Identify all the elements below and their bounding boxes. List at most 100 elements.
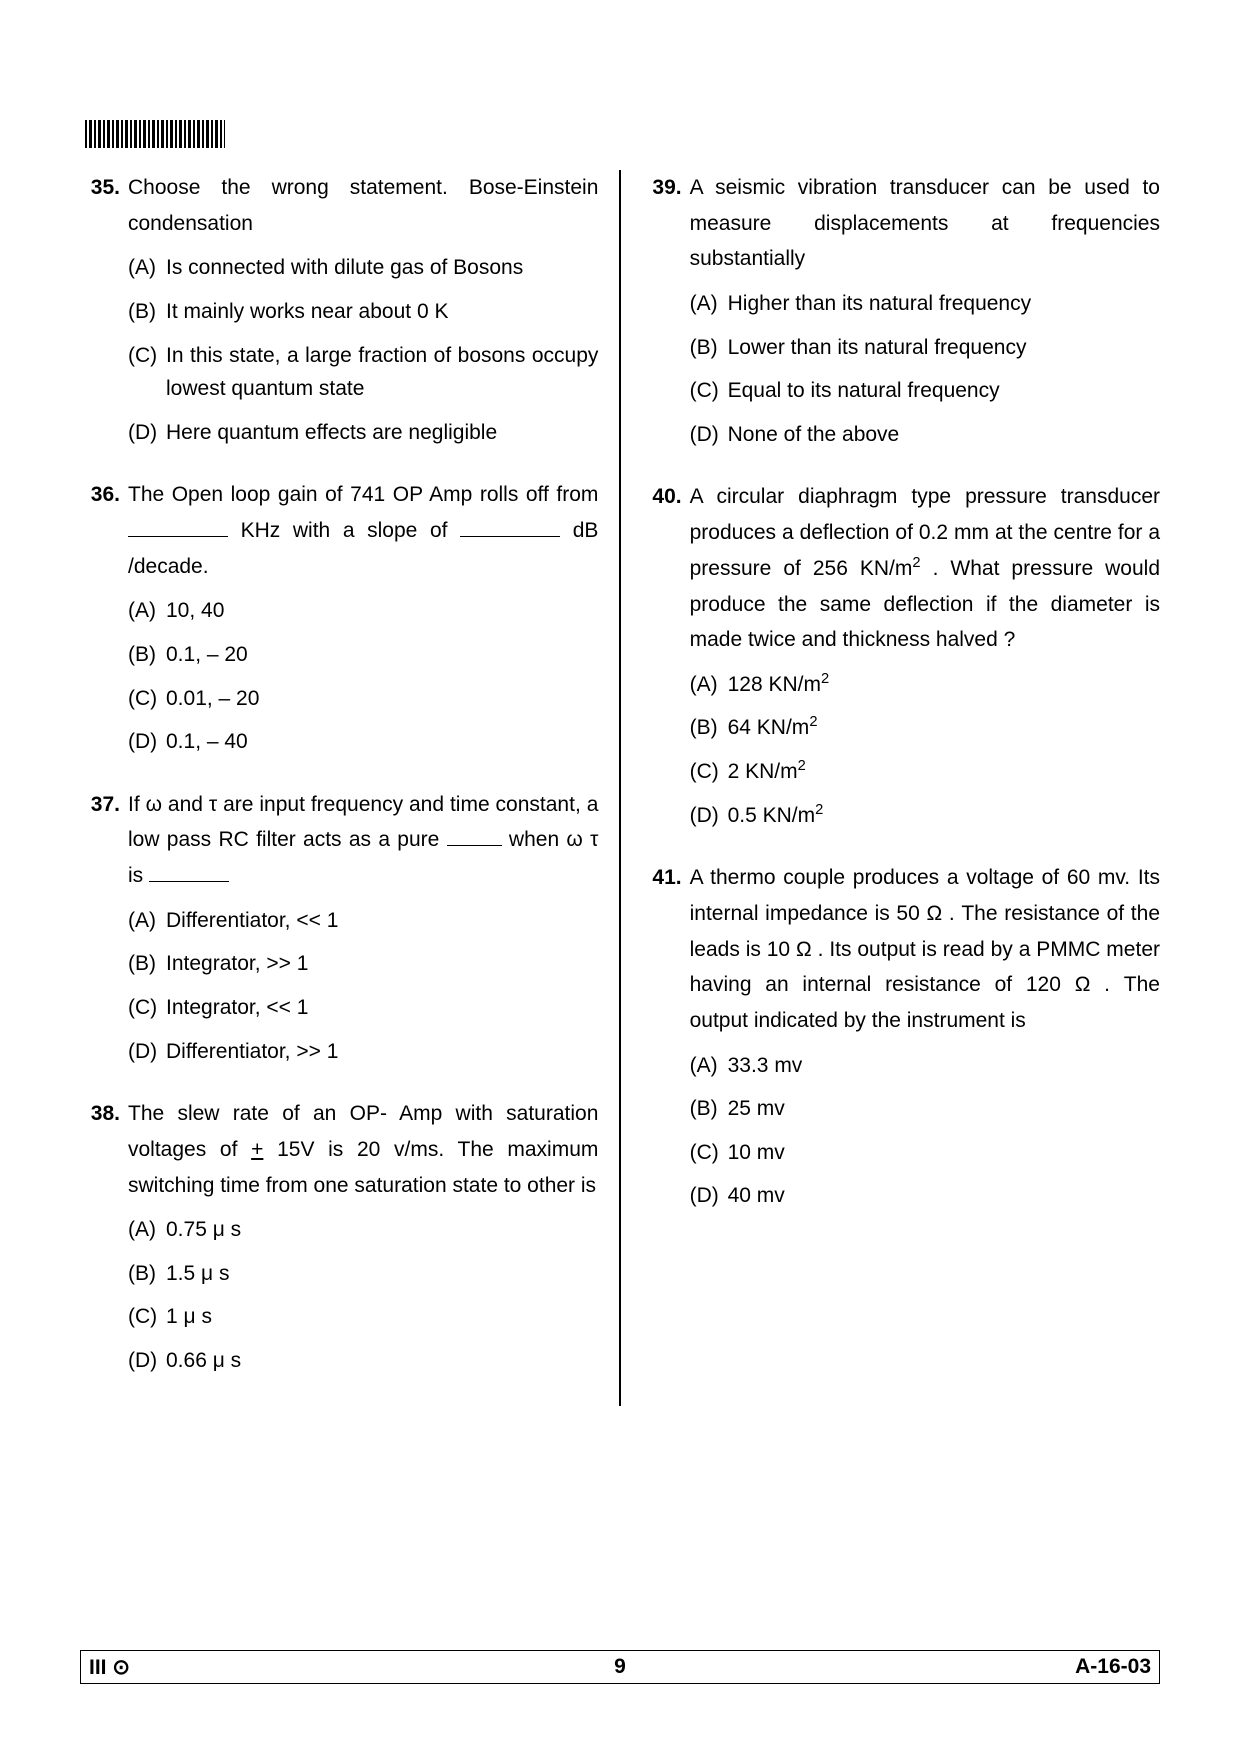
option: (A)Is connected with dilute gas of Boson… — [128, 251, 598, 285]
option: (B)Integrator, >> 1 — [128, 947, 598, 981]
options-list: (A)Higher than its natural frequency(B)L… — [690, 287, 1160, 451]
option-text: 64 KN/m2 — [728, 711, 1160, 745]
option: (B)Lower than its natural frequency — [690, 331, 1160, 365]
option: (A)33.3 mv — [690, 1049, 1160, 1083]
option-text: 1 μ s — [166, 1300, 598, 1334]
option-label: (A) — [128, 594, 166, 628]
option: (A)Higher than its natural frequency — [690, 287, 1160, 321]
option: (B)It mainly works near about 0 K — [128, 295, 598, 329]
option: (D)Differentiator, >> 1 — [128, 1035, 598, 1069]
option: (A)10, 40 — [128, 594, 598, 628]
option-label: (B) — [690, 711, 728, 745]
option-text: 1.5 μ s — [166, 1257, 598, 1291]
option: (C)10 mv — [690, 1136, 1160, 1170]
option-text: In this state, a large fraction of boson… — [166, 339, 598, 406]
question-text: Choose the wrong statement. Bose-Einstei… — [128, 170, 598, 241]
option-text: Higher than its natural frequency — [728, 287, 1160, 321]
option-label: (C) — [128, 339, 166, 406]
option: (D)Here quantum effects are negligible — [128, 416, 598, 450]
option-label: (A) — [128, 904, 166, 938]
question-number: 37. — [80, 787, 128, 1078]
option-label: (B) — [690, 331, 728, 365]
right-column: 39.A seismic vibration transducer can be… — [642, 170, 1160, 1406]
option-text: 33.3 mv — [728, 1049, 1160, 1083]
question: 35.Choose the wrong statement. Bose-Eins… — [80, 170, 598, 459]
option-label: (D) — [128, 725, 166, 759]
question: 38.The slew rate of an OP- Amp with satu… — [80, 1096, 598, 1387]
question-text: A thermo couple produces a voltage of 60… — [690, 860, 1160, 1038]
option: (D)0.1, – 40 — [128, 725, 598, 759]
question-number: 39. — [642, 170, 690, 461]
option-label: (C) — [690, 755, 728, 789]
option: (D)40 mv — [690, 1179, 1160, 1213]
option-label: (C) — [128, 682, 166, 716]
option: (C)In this state, a large fraction of bo… — [128, 339, 598, 406]
question-text: The Open loop gain of 741 OP Amp rolls o… — [128, 477, 598, 584]
option-text: 0.5 KN/m2 — [728, 799, 1160, 833]
question: 37.If ω and τ are input frequency and ti… — [80, 787, 598, 1078]
option-label: (C) — [128, 1300, 166, 1334]
option-label: (D) — [690, 1179, 728, 1213]
option: (C)0.01, – 20 — [128, 682, 598, 716]
option-label: (B) — [690, 1092, 728, 1126]
option-text: It mainly works near about 0 K — [166, 295, 598, 329]
option-text: 40 mv — [728, 1179, 1160, 1213]
question-body: A thermo couple produces a voltage of 60… — [690, 860, 1160, 1223]
question: 39.A seismic vibration transducer can be… — [642, 170, 1160, 461]
option: (C)1 μ s — [128, 1300, 598, 1334]
options-list: (A)33.3 mv (B)25 mv (C)10 mv (D)40 mv — [690, 1049, 1160, 1213]
question-text: A circular diaphragm type pressure trans… — [690, 479, 1160, 657]
options-list: (A)Differentiator, << 1 (B)Integrator, >>… — [128, 904, 598, 1068]
question-number: 41. — [642, 860, 690, 1223]
option-text: Lower than its natural frequency — [728, 331, 1160, 365]
content-columns: 35.Choose the wrong statement. Bose-Eins… — [80, 170, 1160, 1406]
option-text: Differentiator, >> 1 — [166, 1035, 598, 1069]
question: 40.A circular diaphragm type pressure tr… — [642, 479, 1160, 842]
option-text: 25 mv — [728, 1092, 1160, 1126]
question-body: The Open loop gain of 741 OP Amp rolls o… — [128, 477, 598, 768]
option: (B)25 mv — [690, 1092, 1160, 1126]
option-text: None of the above — [728, 418, 1160, 452]
question-body: A seismic vibration transducer can be us… — [690, 170, 1160, 461]
option-text: Equal to its natural frequency — [728, 374, 1160, 408]
question-number: 36. — [80, 477, 128, 768]
question-body: The slew rate of an OP- Amp with saturat… — [128, 1096, 598, 1387]
option: (B)1.5 μ s — [128, 1257, 598, 1291]
options-list: (A)Is connected with dilute gas of Boson… — [128, 251, 598, 449]
option: (D)0.66 μ s — [128, 1344, 598, 1378]
option-text: 0.75 μ s — [166, 1213, 598, 1247]
option: (A)0.75 μ s — [128, 1213, 598, 1247]
option: (D)0.5 KN/m2 — [690, 799, 1160, 833]
barcode — [85, 120, 225, 148]
question-body: Choose the wrong statement. Bose-Einstei… — [128, 170, 598, 459]
option-label: (B) — [128, 295, 166, 329]
option-text: 0.1, – 20 — [166, 638, 598, 672]
question-number: 35. — [80, 170, 128, 459]
option: (B)0.1, – 20 — [128, 638, 598, 672]
option-label: (A) — [690, 287, 728, 321]
question-number: 38. — [80, 1096, 128, 1387]
question-text: A seismic vibration transducer can be us… — [690, 170, 1160, 277]
option-text: 0.1, – 40 — [166, 725, 598, 759]
option-text: 0.01, – 20 — [166, 682, 598, 716]
options-list: (A)0.75 μ s(B)1.5 μ s(C)1 μ s(D)0.66 μ s — [128, 1213, 598, 1377]
option-text: Is connected with dilute gas of Bosons — [166, 251, 598, 285]
option: (C)Integrator, << 1 — [128, 991, 598, 1025]
option-text: 10 mv — [728, 1136, 1160, 1170]
option-label: (C) — [690, 374, 728, 408]
footer-right: A-16-03 — [1075, 1655, 1151, 1679]
option-label: (B) — [128, 947, 166, 981]
option: (A)Differentiator, << 1 — [128, 904, 598, 938]
option-text: 0.66 μ s — [166, 1344, 598, 1378]
option-label: (D) — [128, 1344, 166, 1378]
question-body: A circular diaphragm type pressure trans… — [690, 479, 1160, 842]
option: (C)2 KN/m2 — [690, 755, 1160, 789]
option-label: (B) — [128, 638, 166, 672]
footer-page-number: 9 — [614, 1655, 626, 1679]
options-list: (A)128 KN/m2(B)64 KN/m2(C)2 KN/m2(D)0.5 … — [690, 668, 1160, 832]
column-divider — [619, 170, 621, 1406]
left-column: 35.Choose the wrong statement. Bose-Eins… — [80, 170, 598, 1406]
option-text: Here quantum effects are negligible — [166, 416, 598, 450]
option-label: (A) — [690, 668, 728, 702]
option: (D)None of the above — [690, 418, 1160, 452]
